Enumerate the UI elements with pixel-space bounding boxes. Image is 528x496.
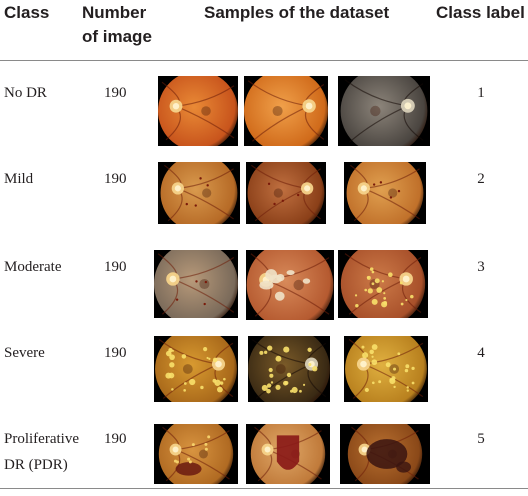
image-count: 190: [104, 431, 127, 447]
image-count: 190: [104, 345, 127, 361]
class-name: Moderate: [4, 259, 62, 275]
fundus-image: [246, 162, 326, 224]
fundus-image: [338, 250, 428, 318]
header-rule: [0, 60, 528, 61]
class-name: Severe: [4, 345, 45, 361]
header-class: Class: [4, 3, 50, 22]
class-name-line2: DR (PDR): [4, 457, 68, 473]
class-label: 4: [477, 345, 485, 361]
header-number-line1: Number: [82, 3, 147, 22]
class-label: 1: [477, 85, 485, 101]
class-label: 5: [477, 431, 485, 447]
image-count: 190: [104, 171, 127, 187]
class-label: 2: [477, 171, 485, 187]
fundus-image: [154, 424, 238, 484]
fundus-image: [338, 76, 430, 146]
header-number-line2: of image: [82, 27, 152, 46]
header-samples: Samples of the dataset: [204, 3, 390, 22]
image-count: 190: [104, 259, 127, 275]
class-label: 3: [477, 259, 485, 275]
fundus-image: [154, 250, 238, 318]
fundus-image: [158, 76, 238, 146]
fundus-image: [244, 76, 328, 146]
header-class-label: Class label: [436, 3, 525, 22]
fundus-image: [246, 250, 334, 320]
class-name-line1: Proliferative: [4, 431, 79, 447]
bottom-rule: [0, 488, 528, 489]
class-name: Mild: [4, 171, 34, 187]
fundus-image: [154, 336, 238, 402]
fundus-image: [344, 336, 428, 402]
class-name: No DR: [4, 85, 47, 101]
fundus-image: [340, 424, 430, 484]
fundus-image: [248, 336, 330, 402]
fundus-image: [158, 162, 240, 224]
fundus-image: [344, 162, 426, 224]
image-count: 190: [104, 85, 127, 101]
fundus-image: [246, 424, 330, 484]
